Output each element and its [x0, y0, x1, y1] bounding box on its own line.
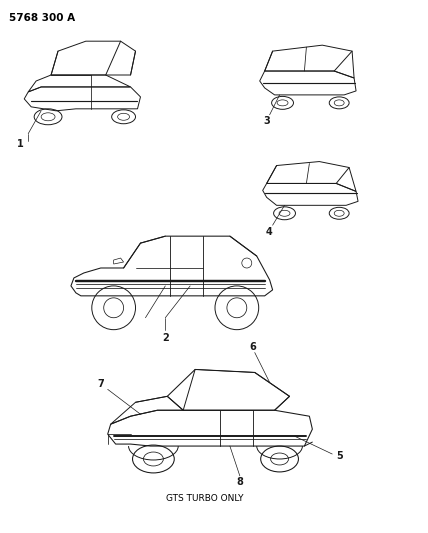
Text: 8: 8: [236, 477, 243, 487]
Text: 5768 300 A: 5768 300 A: [9, 13, 75, 23]
Text: 4: 4: [265, 227, 272, 237]
Text: 2: 2: [162, 333, 169, 343]
Text: GTS TURBO ONLY: GTS TURBO ONLY: [166, 494, 244, 503]
Text: 6: 6: [250, 342, 256, 352]
Text: 7: 7: [97, 379, 104, 390]
Text: 5: 5: [336, 451, 343, 461]
Text: 1: 1: [17, 139, 23, 149]
Text: 3: 3: [263, 116, 270, 126]
